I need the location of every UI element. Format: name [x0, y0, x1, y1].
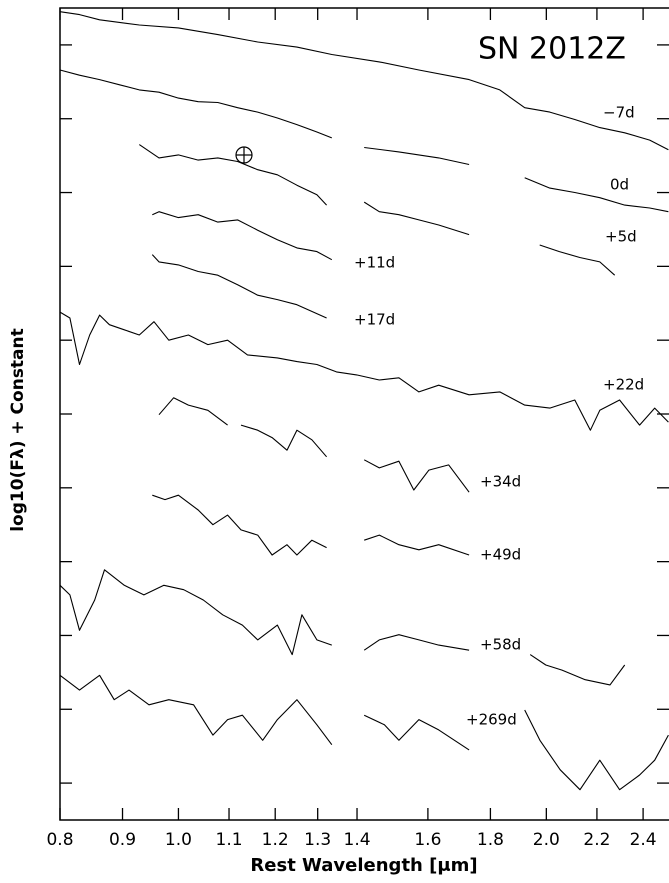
x-tick-label: 2.0	[533, 830, 560, 850]
x-tick-label: 1.8	[477, 830, 504, 850]
spectrum	[59, 69, 669, 213]
x-tick-label: 1.6	[414, 830, 441, 850]
spectrum	[138, 144, 616, 276]
spectrum	[152, 494, 470, 556]
spectrum-label: +17d	[354, 311, 395, 329]
spectrum-label: +58d	[480, 636, 521, 654]
y-axis-label: log10(Fλ) + Constant	[8, 328, 28, 532]
spectrum	[59, 569, 626, 686]
x-tick-label: 2.4	[630, 830, 657, 850]
x-tick-label: 1.1	[216, 830, 243, 850]
x-tick-label: 1.0	[165, 830, 192, 850]
spectrum-label: −7d	[603, 104, 635, 122]
x-tick-label: 0.8	[46, 830, 73, 850]
chart-title: SN 2012Z	[478, 32, 626, 67]
spectrum-label: +34d	[480, 473, 521, 491]
spectrum-label: +11d	[354, 254, 395, 272]
spectrum	[152, 211, 333, 261]
x-tick-label: 2.2	[583, 830, 610, 850]
spectrum-label: +269d	[466, 711, 517, 729]
spectrum-label: +5d	[605, 228, 637, 246]
spectrum-label: +22d	[603, 376, 644, 394]
x-tick-label: 0.9	[109, 830, 136, 850]
spectrum	[59, 11, 669, 151]
spectrum	[158, 397, 470, 493]
spectrum-label: 0d	[610, 176, 629, 194]
spectrum-label: +49d	[480, 546, 521, 564]
spectrum	[151, 254, 327, 319]
earth-symbol	[235, 146, 253, 164]
spectrum	[59, 311, 669, 431]
plot-frame	[59, 7, 669, 821]
spectrum	[59, 674, 669, 791]
x-tick-label: 1.3	[304, 830, 331, 850]
x-axis-label: Rest Wavelength [μm]	[250, 855, 477, 876]
x-tick-label: 1.4	[344, 830, 371, 850]
x-tick-label: 1.2	[262, 830, 289, 850]
